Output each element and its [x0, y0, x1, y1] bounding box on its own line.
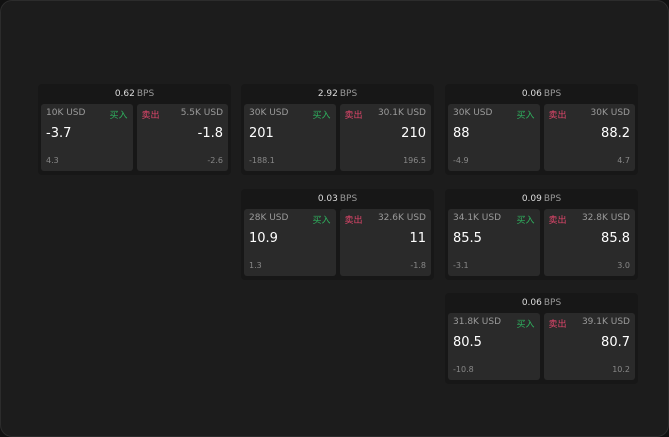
buy-label: 买入 [109, 111, 128, 121]
buy-cell[interactable]: 30K USD 买入 88 -4.9 [448, 104, 540, 171]
bid-size: 30K USD [453, 108, 493, 118]
sell-label: 卖出 [344, 216, 363, 226]
quote-panel: 0.06 BPS 30K USD 买入 88 -4.9 卖出 30K USD 88.2… [445, 84, 638, 175]
ask-price: -1.8 [197, 126, 223, 141]
spread-value: 0.62 [114, 89, 135, 99]
spread-header: 0.62 BPS [38, 84, 231, 104]
buy-label: 买入 [516, 216, 535, 226]
quote-panel: 2.92 BPS 30K USD 买入 201 -188.1 卖出 30.1K USD… [241, 84, 434, 175]
bid-change: -3.1 [453, 261, 469, 270]
bid-size: 30K USD [249, 108, 289, 118]
sell-label: 卖出 [344, 111, 363, 121]
bid-price: -3.7 [46, 126, 72, 141]
buy-cell[interactable]: 31.8K USD 买入 80.5 -10.8 [448, 313, 540, 380]
sell-cell[interactable]: 卖出 39.1K USD 80.7 10.2 [543, 313, 635, 380]
bid-price: 80.5 [453, 335, 482, 350]
sell-cell[interactable]: 卖出 5.5K USD -1.8 -2.6 [136, 104, 228, 171]
ask-size: 32.8K USD [581, 213, 630, 223]
spread-value: 0.09 [521, 194, 542, 204]
buy-cell[interactable]: 28K USD 买入 10.9 1.3 [244, 209, 336, 276]
bid-change: 1.3 [249, 261, 262, 270]
bid-price: 201 [249, 126, 274, 141]
spread-value: 0.06 [521, 89, 542, 99]
bid-size: 31.8K USD [453, 317, 502, 327]
sell-cell[interactable]: 卖出 30K USD 88.2 4.7 [543, 104, 635, 171]
sell-label: 卖出 [548, 111, 567, 121]
quote-panel: 0.62 BPS 10K USD 买入 -3.7 4.3 卖出 5.5K USD -1… [38, 84, 231, 175]
ask-price: 85.8 [601, 231, 630, 246]
sell-cell[interactable]: 卖出 30.1K USD 210 196.5 [339, 104, 431, 171]
ask-price: 210 [401, 126, 426, 141]
spread-unit: BPS [543, 194, 562, 204]
sell-label: 卖出 [548, 216, 567, 226]
spread-unit: BPS [543, 298, 562, 308]
quote-panel: 0.09 BPS 34.1K USD 买入 85.5 -3.1 卖出 32.8K US… [445, 189, 638, 280]
bid-change: -10.8 [453, 365, 474, 374]
spread-unit: BPS [543, 89, 562, 99]
ask-size: 30.1K USD [377, 108, 426, 118]
sell-label: 卖出 [548, 320, 567, 330]
ask-change: 196.5 [403, 156, 426, 165]
spread-header: 2.92 BPS [241, 84, 434, 104]
ask-price: 11 [409, 231, 426, 246]
buy-cell[interactable]: 10K USD 买入 -3.7 4.3 [41, 104, 133, 171]
ask-size: 30K USD [590, 108, 630, 118]
buy-cell[interactable]: 34.1K USD 买入 85.5 -3.1 [448, 209, 540, 276]
bid-size: 10K USD [46, 108, 86, 118]
ask-size: 39.1K USD [581, 317, 630, 327]
ask-price: 80.7 [601, 335, 630, 350]
spread-header: 0.06 BPS [445, 293, 638, 313]
sell-label: 卖出 [141, 111, 160, 121]
buy-label: 买入 [516, 320, 535, 330]
bid-price: 88 [453, 126, 470, 141]
spread-header: 0.03 BPS [241, 189, 434, 209]
bid-change: 4.3 [46, 156, 59, 165]
buy-label: 买入 [516, 111, 535, 121]
spread-unit: BPS [136, 89, 155, 99]
ask-change: 4.7 [617, 156, 630, 165]
sell-cell[interactable]: 卖出 32.6K USD 11 -1.8 [339, 209, 431, 276]
spread-unit: BPS [339, 89, 358, 99]
ask-size: 5.5K USD [180, 108, 223, 118]
bid-change: -188.1 [249, 156, 275, 165]
spread-value: 0.06 [521, 298, 542, 308]
quote-panel: 0.06 BPS 31.8K USD 买入 80.5 -10.8 卖出 39.1K U… [445, 293, 638, 384]
ask-price: 88.2 [601, 126, 630, 141]
spread-unit: BPS [339, 194, 358, 204]
spread-header: 0.09 BPS [445, 189, 638, 209]
bid-size: 34.1K USD [453, 213, 502, 223]
buy-label: 买入 [312, 216, 331, 226]
ask-change: 10.2 [612, 365, 630, 374]
buy-cell[interactable]: 30K USD 买入 201 -188.1 [244, 104, 336, 171]
ask-change: -1.8 [410, 261, 426, 270]
spread-header: 0.06 BPS [445, 84, 638, 104]
spread-value: 0.03 [317, 194, 338, 204]
quote-panel: 0.03 BPS 28K USD 买入 10.9 1.3 卖出 32.6K USD 1… [241, 189, 434, 280]
bid-size: 28K USD [249, 213, 289, 223]
sell-cell[interactable]: 卖出 32.8K USD 85.8 3.0 [543, 209, 635, 276]
ask-change: 3.0 [617, 261, 630, 270]
ask-change: -2.6 [207, 156, 223, 165]
buy-label: 买入 [312, 111, 331, 121]
bid-price: 85.5 [453, 231, 482, 246]
bid-price: 10.9 [249, 231, 278, 246]
ask-size: 32.6K USD [377, 213, 426, 223]
bid-change: -4.9 [453, 156, 469, 165]
spread-value: 2.92 [317, 89, 338, 99]
